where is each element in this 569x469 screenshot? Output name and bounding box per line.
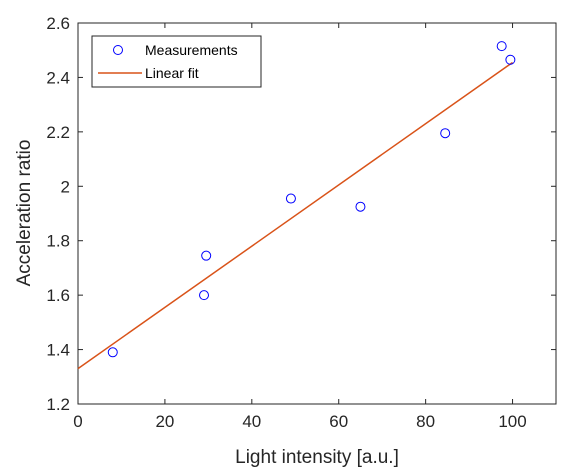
tick-labels: 0 20 40 60 80 100 1.2 1.4 1.6 1.8 2 2.2 2.4 2.6 <box>46 14 526 431</box>
x-axis-title: Light intensity [a.u.] <box>235 447 399 468</box>
x-tick-label: 0 <box>73 412 82 431</box>
x-tick-label: 40 <box>242 412 261 431</box>
legend-marker-measurements <box>113 45 123 55</box>
y-axis-title: Acceleration ratio <box>14 140 35 287</box>
y-tick-label: 2.4 <box>46 68 70 87</box>
data-point <box>355 201 366 212</box>
data-point <box>199 290 210 301</box>
data-point <box>107 347 118 358</box>
data-point <box>496 41 507 52</box>
x-tick-label: 100 <box>498 412 526 431</box>
y-tick-label: 2.2 <box>46 123 70 142</box>
data-point <box>285 193 296 204</box>
data-point <box>505 54 516 65</box>
legend: Measurements Linear fit <box>91 35 262 88</box>
y-tick-label: 1.8 <box>46 232 70 251</box>
y-tick-label: 2 <box>61 177 70 196</box>
y-tick-label: 1.2 <box>46 395 70 414</box>
axis-ticks <box>77 22 556 405</box>
y-tick-label: 2.6 <box>46 14 70 33</box>
legend-box <box>91 35 262 88</box>
data-point <box>201 250 212 261</box>
y-tick-label: 1.4 <box>46 341 70 360</box>
y-tick-label: 1.6 <box>46 286 70 305</box>
x-tick-label: 80 <box>416 412 435 431</box>
x-tick-label: 20 <box>155 412 174 431</box>
data-point <box>440 128 451 139</box>
x-tick-label: 60 <box>329 412 348 431</box>
fit-line <box>77 61 513 370</box>
legend-label-linear-fit: Linear fit <box>145 65 199 81</box>
legend-label-measurements: Measurements <box>145 42 238 58</box>
series-layer <box>77 41 516 370</box>
